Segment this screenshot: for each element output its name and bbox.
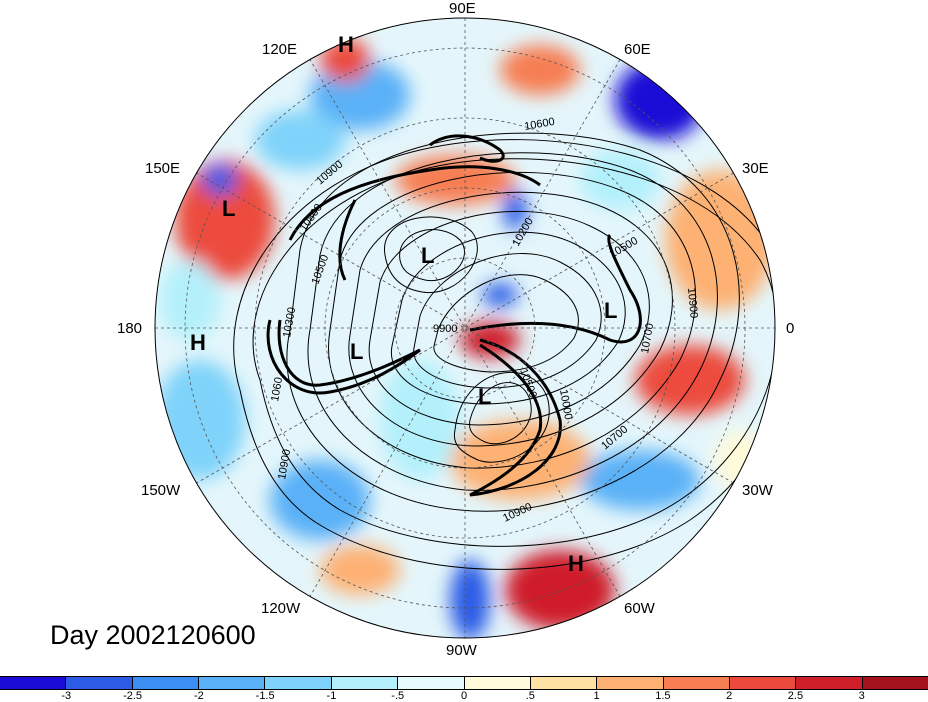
colorbar-segment	[862, 677, 928, 689]
contour-label-9900: 9900	[433, 323, 457, 335]
high-center-marker: H	[568, 551, 584, 576]
colorbar-segment	[597, 677, 664, 689]
contour-label-10700: 10700	[639, 322, 656, 354]
lon-label-150e: 150E	[145, 160, 181, 177]
lon-label-60w: 60W	[624, 600, 655, 617]
colorbar-tick-label: -.5	[391, 690, 405, 702]
low-center-marker: L	[350, 339, 364, 364]
colorbar-tick-label: 1.5	[655, 690, 671, 702]
lon-label-30w: 30W	[742, 482, 773, 499]
colorbar-segment	[66, 677, 133, 689]
colorbar-segment	[0, 677, 67, 689]
contour-label-10900: 10900	[685, 287, 700, 319]
lon-label-120w: 120W	[261, 600, 301, 617]
graticule	[155, 18, 775, 638]
colorbar-tick-label: -1.5	[255, 690, 275, 702]
contour-label-10000: 10000	[557, 388, 574, 420]
contour-label-1060: 1060	[269, 376, 285, 402]
colorbar-segment	[663, 677, 730, 689]
colorbar-tick-label: .5	[525, 690, 535, 702]
lon-label-0: 0	[786, 320, 795, 337]
jet-contours	[266, 134, 642, 497]
colorbar-segment	[796, 677, 863, 689]
high-center-marker: H	[338, 32, 354, 57]
colorbar-segment	[265, 677, 332, 689]
colorbar-tick-label: 3	[858, 690, 865, 702]
colorbar-tick-label: 1	[593, 690, 600, 702]
colorbar-tick-label: -2	[193, 690, 204, 702]
colorbar-tick-label: -1	[326, 690, 337, 702]
colorbar-segment	[132, 677, 200, 689]
colorbar-segment	[331, 677, 399, 689]
colorbar-tick-label: 2	[726, 690, 733, 702]
colorbar-tick-label: -2.5	[123, 690, 143, 702]
colorbar-tick-label: 0	[460, 690, 468, 702]
map-title: Day 2002120600	[50, 620, 256, 650]
low-center-marker: L	[222, 196, 236, 221]
contour-label-10300: 10300	[281, 306, 298, 338]
colorbar-tick-label: -3	[61, 690, 72, 702]
contour-label-10900: 10900	[276, 448, 293, 480]
lon-label-150w: 150W	[141, 482, 181, 499]
lon-label-90e: 90E	[449, 0, 476, 17]
contour-label-10600: 10600	[523, 116, 555, 133]
colorbar-segment	[530, 677, 598, 689]
colorbar-segment	[199, 677, 266, 689]
low-center-marker: L	[604, 298, 618, 323]
lon-label-60e: 60E	[624, 41, 651, 58]
lon-label-180: 180	[117, 320, 143, 337]
colorbar	[0, 676, 928, 690]
low-center-marker: L	[478, 384, 492, 409]
geopotential-contours	[233, 132, 775, 570]
colorbar-segment	[729, 677, 797, 689]
colorbar-segment	[398, 677, 465, 689]
low-center-marker: L	[421, 243, 435, 268]
colorbar-tick-label: 2.5	[787, 690, 804, 702]
map-boundary	[154, 17, 776, 639]
high-center-marker: H	[190, 330, 206, 355]
lon-label-30e: 30E	[742, 160, 769, 177]
colorbar-segment	[464, 677, 531, 689]
lon-label-90w: 90W	[446, 642, 477, 659]
lon-label-120e: 120E	[262, 41, 298, 58]
